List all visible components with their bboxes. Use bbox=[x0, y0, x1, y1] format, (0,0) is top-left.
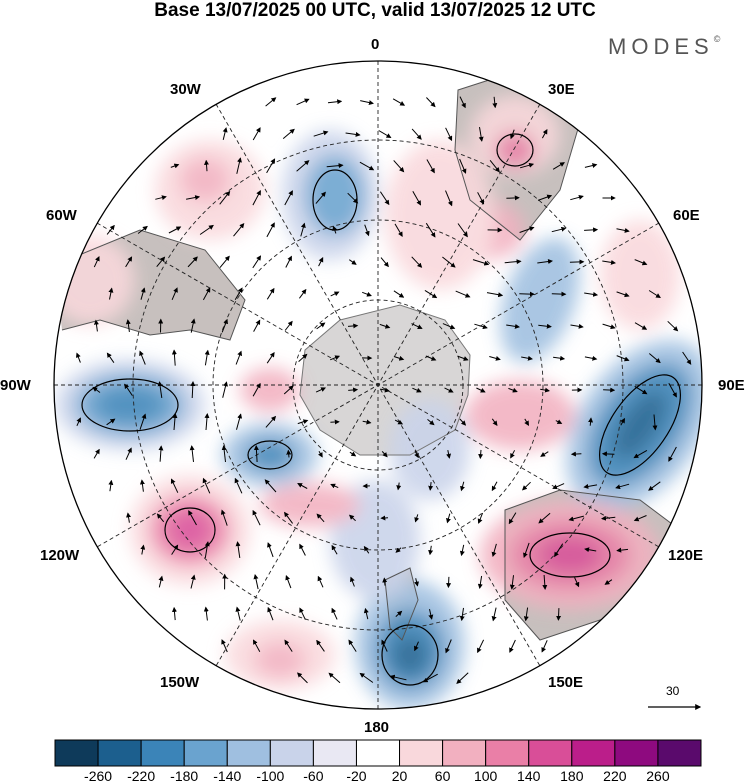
map-content bbox=[40, 50, 744, 730]
legend-swatch bbox=[55, 740, 98, 766]
lon-label-60e: 60E bbox=[673, 208, 700, 224]
legend-swatch bbox=[572, 740, 615, 766]
legend-swatch bbox=[270, 740, 313, 766]
wind-arrow bbox=[572, 454, 582, 455]
wind-arrow bbox=[480, 450, 481, 458]
legend-swatch bbox=[356, 740, 399, 766]
legend-swatch bbox=[615, 740, 658, 766]
legend-swatch bbox=[658, 740, 701, 766]
legend-tick-label: 20 bbox=[392, 768, 408, 784]
lon-label-90w: 90W bbox=[0, 378, 31, 394]
legend-swatch bbox=[486, 740, 529, 766]
legend-tick-label: -220 bbox=[127, 768, 155, 784]
legend-swatch bbox=[313, 740, 356, 766]
legend-tick-label: 180 bbox=[560, 768, 583, 784]
wind-arrow bbox=[558, 608, 559, 620]
wind-arrow bbox=[288, 451, 289, 458]
legend-tick-label: -20 bbox=[346, 768, 366, 784]
lon-label-60w: 60W bbox=[46, 208, 77, 224]
wind-arrow bbox=[384, 578, 385, 585]
lon-label-30w: 30W bbox=[170, 82, 201, 98]
legend-swatch bbox=[443, 740, 486, 766]
legend-tick-label: 140 bbox=[517, 768, 540, 784]
legend-swatch bbox=[400, 740, 443, 766]
legend-tick-label: -260 bbox=[84, 768, 112, 784]
legend-tick-label: -100 bbox=[256, 768, 284, 784]
legend-tick-label: -60 bbox=[303, 768, 323, 784]
lon-label-180: 180 bbox=[364, 720, 389, 736]
color-legend bbox=[54, 739, 704, 767]
lon-label-150e: 150E bbox=[548, 675, 583, 691]
legend-tick-label: 260 bbox=[646, 768, 669, 784]
lon-label-150w: 150W bbox=[160, 675, 199, 691]
legend-tick-label: 100 bbox=[474, 768, 497, 784]
lon-label-0: 0 bbox=[371, 37, 379, 53]
legend-tick-label: -140 bbox=[213, 768, 241, 784]
lon-label-120e: 120E bbox=[668, 548, 703, 564]
legend-swatch bbox=[98, 740, 141, 766]
reference-vector-label: 30 bbox=[666, 684, 679, 698]
legend-tick-label: -180 bbox=[170, 768, 198, 784]
wind-arrow bbox=[603, 454, 615, 455]
wind-arrow bbox=[448, 577, 449, 587]
wind-arrow bbox=[506, 198, 518, 199]
legend-swatch bbox=[141, 740, 184, 766]
legend-swatch bbox=[529, 740, 572, 766]
lon-label-90e: 90E bbox=[718, 378, 745, 394]
lon-label-30e: 30E bbox=[548, 82, 575, 98]
legend-tick-label: 220 bbox=[603, 768, 626, 784]
legend-swatch bbox=[227, 740, 270, 766]
legend-tick-label: 60 bbox=[435, 768, 451, 784]
legend-swatch bbox=[184, 740, 227, 766]
lon-label-120w: 120W bbox=[40, 548, 79, 564]
